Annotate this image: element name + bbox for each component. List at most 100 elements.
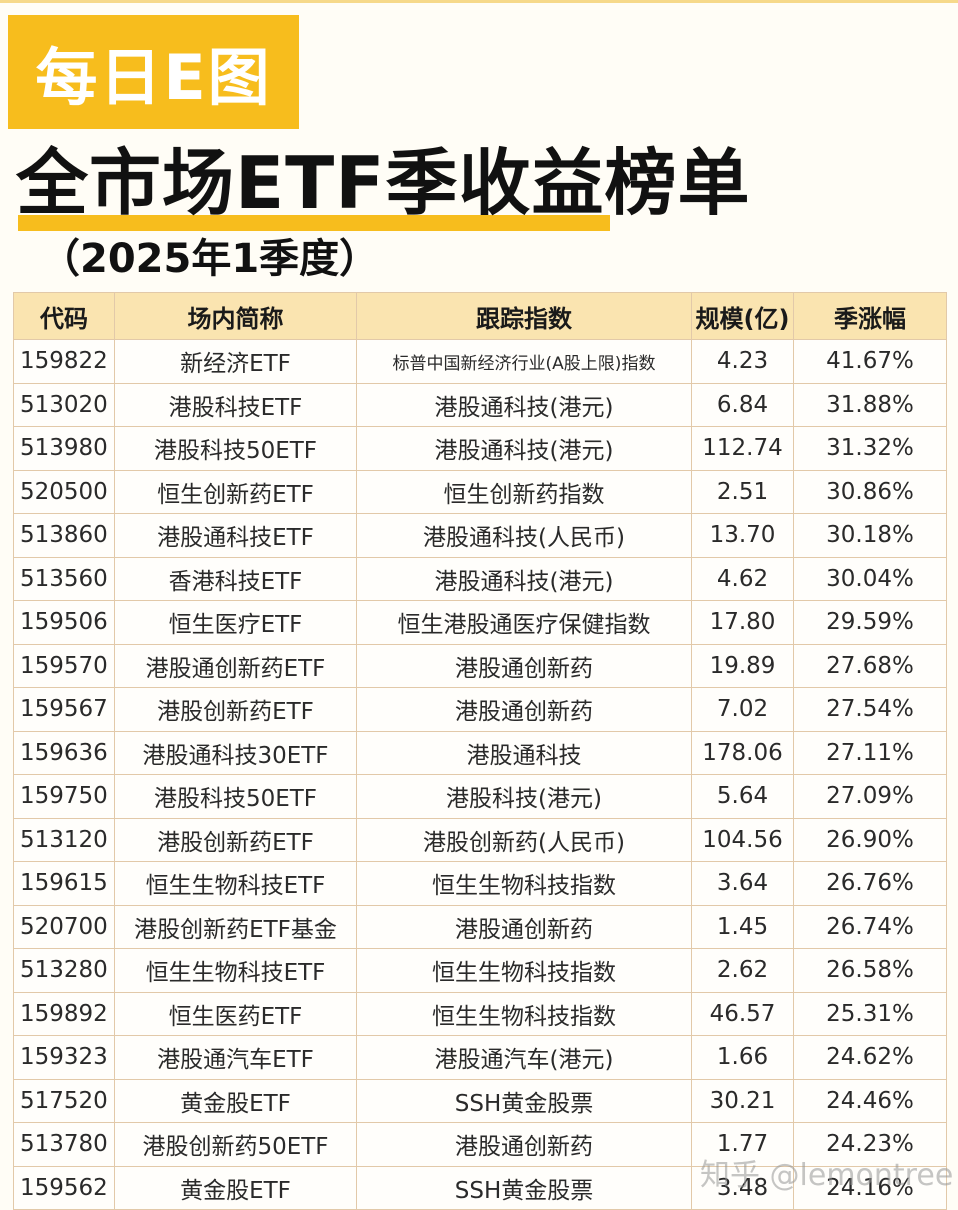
table-row: 159750 港股科技50ETF 港股科技(港元) 5.64 27.09%: [13, 774, 947, 819]
cell-name: 黄金股ETF: [114, 1165, 357, 1210]
cell-code: 513560: [13, 556, 115, 601]
cell-return: 30.86%: [793, 469, 947, 514]
cell-index: 港股通科技(港元): [356, 426, 692, 471]
table-row: 159892 恒生医药ETF 恒生生物科技指数 46.57 25.31%: [13, 991, 947, 1036]
col-header-scale: 规模(亿): [691, 292, 794, 340]
cell-code: 159506: [13, 600, 115, 645]
table-row: 513560 香港科技ETF 港股通科技(港元) 4.62 30.04%: [13, 556, 947, 601]
cell-code: 513780: [13, 1122, 115, 1167]
cell-scale: 4.23: [691, 339, 794, 384]
cell-name: 港股科技50ETF: [114, 774, 357, 819]
title-highlight-bar: [18, 215, 610, 231]
cell-code: 520500: [13, 469, 115, 514]
cell-scale: 1.77: [691, 1122, 794, 1167]
cell-index: 恒生生物科技指数: [356, 861, 692, 906]
cell-name: 港股科技ETF: [114, 382, 357, 427]
cell-name: 恒生医药ETF: [114, 991, 357, 1036]
cell-scale: 5.64: [691, 774, 794, 819]
cell-scale: 13.70: [691, 513, 794, 558]
cell-index: 港股通创新药: [356, 904, 692, 949]
cell-return: 25.31%: [793, 991, 947, 1036]
cell-name: 恒生创新药ETF: [114, 469, 357, 514]
cell-return: 24.46%: [793, 1078, 947, 1123]
cell-index: 恒生生物科技指数: [356, 948, 692, 993]
table-row: 159323 港股通汽车ETF 港股通汽车(港元) 1.66 24.62%: [13, 1035, 947, 1080]
table-row: 513980 港股科技50ETF 港股通科技(港元) 112.74 31.32%: [13, 426, 947, 471]
col-header-return: 季涨幅: [793, 292, 947, 340]
cell-return: 27.54%: [793, 687, 947, 732]
cell-code: 513280: [13, 948, 115, 993]
cell-code: 159615: [13, 861, 115, 906]
table-row: 159562 黄金股ETF SSH黄金股票 3.48 24.16%: [13, 1165, 947, 1210]
cell-index: 港股通科技(港元): [356, 556, 692, 601]
page-subtitle: （2025年1季度）: [40, 236, 380, 282]
cell-name: 黄金股ETF: [114, 1078, 357, 1123]
cell-name: 港股创新药50ETF: [114, 1122, 357, 1167]
cell-return: 41.67%: [793, 339, 947, 384]
cell-scale: 30.21: [691, 1078, 794, 1123]
table-row: 520700 港股创新药ETF基金 港股通创新药 1.45 26.74%: [13, 904, 947, 949]
table-row: 159822 新经济ETF 标普中国新经济行业(A股上限)指数 4.23 41.67%: [13, 339, 947, 384]
cell-return: 30.18%: [793, 513, 947, 558]
cell-code: 159323: [13, 1035, 115, 1080]
cell-index: SSH黄金股票: [356, 1165, 692, 1210]
page-title: 全市场ETF季收益榜单: [16, 141, 751, 225]
cell-code: 159567: [13, 687, 115, 732]
cell-code: 159822: [13, 339, 115, 384]
cell-scale: 19.89: [691, 643, 794, 688]
title-block: 全市场ETF季收益榜单: [16, 138, 751, 231]
cell-return: 31.32%: [793, 426, 947, 471]
table-row: 513020 港股科技ETF 港股通科技(港元) 6.84 31.88%: [13, 382, 947, 427]
cell-code: 159636: [13, 730, 115, 775]
cell-name: 新经济ETF: [114, 339, 357, 384]
cell-name: 恒生医疗ETF: [114, 600, 357, 645]
cell-index: 港股通创新药: [356, 687, 692, 732]
table-row: 159615 恒生生物科技ETF 恒生生物科技指数 3.64 26.76%: [13, 861, 947, 906]
cell-scale: 2.51: [691, 469, 794, 514]
cell-code: 517520: [13, 1078, 115, 1123]
cell-name: 港股创新药ETF: [114, 687, 357, 732]
cell-index: 港股通汽车(港元): [356, 1035, 692, 1080]
table-row: 517520 黄金股ETF SSH黄金股票 30.21 24.46%: [13, 1078, 947, 1123]
cell-index: 港股通科技(港元): [356, 382, 692, 427]
cell-index: 港股创新药(人民币): [356, 817, 692, 862]
cell-name: 港股创新药ETF: [114, 817, 357, 862]
cell-scale: 46.57: [691, 991, 794, 1036]
table-row: 159570 港股通创新药ETF 港股通创新药 19.89 27.68%: [13, 643, 947, 688]
cell-index: SSH黄金股票: [356, 1078, 692, 1123]
cell-code: 159562: [13, 1165, 115, 1210]
cell-return: 31.88%: [793, 382, 947, 427]
cell-scale: 3.64: [691, 861, 794, 906]
top-border-line: [0, 0, 958, 3]
cell-scale: 2.62: [691, 948, 794, 993]
cell-return: 27.68%: [793, 643, 947, 688]
cell-code: 159892: [13, 991, 115, 1036]
table-row: 513860 港股通科技ETF 港股通科技(人民币) 13.70 30.18%: [13, 513, 947, 558]
cell-index: 港股通创新药: [356, 643, 692, 688]
table-row: 513780 港股创新药50ETF 港股通创新药 1.77 24.23%: [13, 1122, 947, 1167]
cell-code: 159750: [13, 774, 115, 819]
cell-index: 恒生创新药指数: [356, 469, 692, 514]
cell-name: 港股通科技30ETF: [114, 730, 357, 775]
cell-code: 159570: [13, 643, 115, 688]
cell-return: 26.74%: [793, 904, 947, 949]
cell-name: 港股科技50ETF: [114, 426, 357, 471]
cell-scale: 6.84: [691, 382, 794, 427]
cell-return: 26.58%: [793, 948, 947, 993]
cell-code: 513980: [13, 426, 115, 471]
cell-code: 520700: [13, 904, 115, 949]
cell-name: 港股创新药ETF基金: [114, 904, 357, 949]
cell-scale: 17.80: [691, 600, 794, 645]
col-header-name: 场内简称: [114, 292, 357, 340]
col-header-index: 跟踪指数: [356, 292, 692, 340]
cell-return: 24.62%: [793, 1035, 947, 1080]
table-row: 513280 恒生生物科技ETF 恒生生物科技指数 2.62 26.58%: [13, 948, 947, 993]
cell-index: 恒生生物科技指数: [356, 991, 692, 1036]
cell-return: 27.09%: [793, 774, 947, 819]
cell-index: 港股科技(港元): [356, 774, 692, 819]
table-row: 520500 恒生创新药ETF 恒生创新药指数 2.51 30.86%: [13, 469, 947, 514]
cell-index: 港股通科技: [356, 730, 692, 775]
col-header-code: 代码: [13, 292, 115, 340]
cell-name: 港股通科技ETF: [114, 513, 357, 558]
cell-index: 港股通科技(人民币): [356, 513, 692, 558]
